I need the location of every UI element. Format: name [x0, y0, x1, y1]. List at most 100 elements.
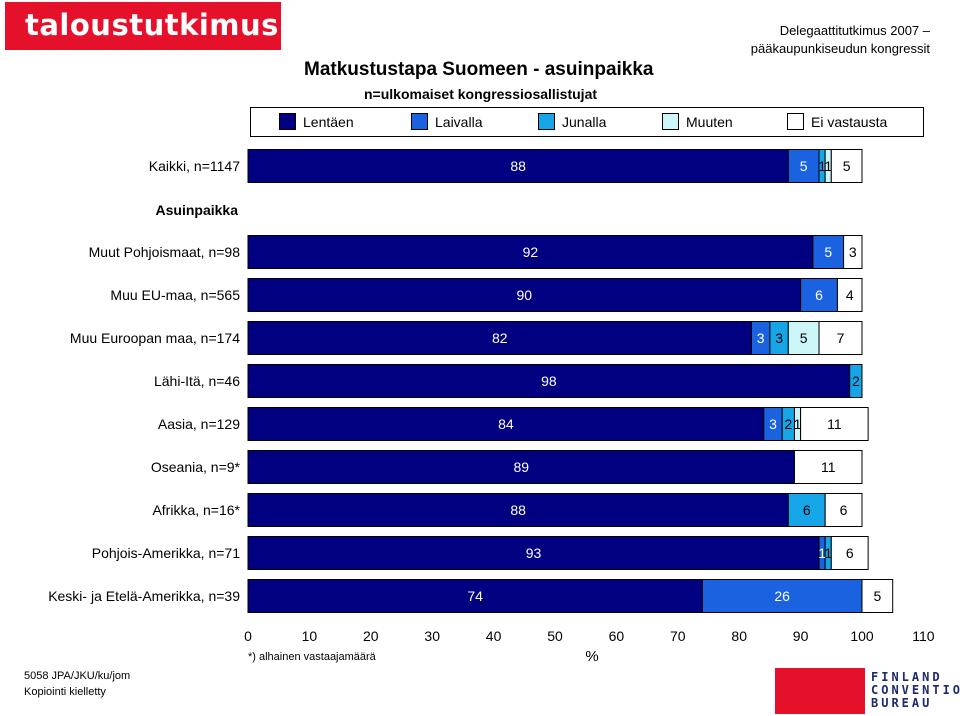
bar-segment-lent-en [247, 149, 789, 183]
value-label: 3 [757, 330, 765, 346]
value-label: 5 [800, 330, 808, 346]
bar-segment-ei-vastausta [830, 536, 869, 570]
value-label: 88 [510, 158, 526, 174]
logo-text: taloustutkimus oy [25, 8, 279, 76]
value-label: 2 [784, 416, 792, 432]
legend-swatch [411, 113, 428, 130]
footer-code: 5058 JPA/JKU/ku/jom [24, 670, 131, 682]
value-label: 6 [815, 287, 823, 303]
legend-swatch [787, 113, 804, 130]
row-label: Aasia, n=129 [158, 416, 240, 432]
footer-info: 5058 JPA/JKU/ku/jom Kopiointi kielletty [24, 668, 130, 700]
x-axis-label: % [585, 648, 598, 665]
value-label: 90 [517, 287, 533, 303]
legend-label: Laivalla [435, 113, 483, 130]
fcb-line-3: BUREAU [871, 696, 933, 710]
bar-segment-ei-vastausta [800, 407, 869, 441]
value-label: 1 [794, 416, 802, 432]
legend-label: Muuten [686, 113, 733, 130]
value-label: 5 [800, 158, 808, 174]
row-label: Afrikka, n=16* [152, 502, 240, 518]
chart-title: Matkustustapa Suomeen - asuinpaikka [304, 59, 654, 80]
row-label: Muu Euroopan maa, n=174 [70, 330, 240, 346]
value-label: 84 [498, 416, 514, 432]
bar-segment-lent-en [247, 278, 802, 312]
bar-segment-lent-en [247, 579, 703, 613]
x-tick-label: 100 [850, 628, 874, 644]
legend-swatch [662, 113, 679, 130]
value-label: 5 [824, 244, 832, 260]
footnote: *) alhainen vastaajamäärä [248, 651, 377, 663]
legend-item-lentaen: Lentäen [279, 113, 354, 130]
bar-segment-junalla [849, 364, 863, 398]
legend-item-ei-vastausta: Ei vastausta [787, 113, 887, 130]
footer-copyright: Kopiointi kielletty [24, 686, 106, 698]
x-tick-label: 30 [424, 628, 440, 644]
bar-segment-lent-en [247, 493, 789, 527]
survey-line-1: Delegaattitutkimus 2007 – [779, 23, 930, 38]
legend-item-muuten: Muuten [662, 113, 733, 130]
value-label: 82 [492, 330, 508, 346]
legend-item-junalla: Junalla [538, 113, 606, 130]
value-label: 3 [849, 244, 857, 260]
value-label: 4 [846, 287, 854, 303]
bar-segment-lent-en [247, 536, 820, 570]
row-label: Pohjois-Amerikka, n=71 [92, 545, 240, 561]
value-label: 1 [818, 158, 826, 174]
x-tick-label: 110 [912, 628, 935, 644]
row-label: Kaikki, n=1147 [149, 158, 240, 174]
x-tick-label: 20 [363, 628, 379, 644]
legend-swatch [538, 113, 555, 130]
bar-segment-lent-en [247, 364, 851, 398]
survey-info: Delegaattitutkimus 2007 – pääkaupunkiseu… [751, 22, 930, 58]
chart-subtitle: n=ulkomaiset kongressiosallistujat [364, 86, 598, 102]
value-label: 98 [541, 373, 557, 389]
bar-segment-ei-vastausta [824, 493, 863, 527]
value-label: 6 [846, 545, 854, 561]
group-label: Asuinpaikka [156, 202, 239, 218]
x-tick-label: 0 [244, 628, 252, 644]
fcb-text: FINLAND CONVENTION BUREAU [871, 671, 960, 710]
bar-segment-lent-en [247, 450, 795, 484]
value-label: 7 [837, 330, 845, 346]
value-label: 1 [818, 545, 826, 561]
value-label: 6 [803, 502, 811, 518]
fcb-line-2: CONVENTION [871, 683, 960, 697]
row-label: Oseania, n=9* [151, 459, 241, 475]
legend-swatch [279, 113, 296, 130]
bar-segment-ei-vastausta [793, 450, 863, 484]
x-tick-label: 90 [793, 628, 809, 644]
value-label: 93 [526, 545, 542, 561]
row-labels-layer: Kaikki, n=1147 Muut Pohjoismaat, n=98 Muu … [48, 158, 240, 604]
value-label: 74 [467, 588, 483, 604]
chart-legend: Lentäen Laivalla Junalla Muuten Ei vasta… [250, 107, 924, 137]
row-label: Keski- ja Etelä-Amerikka, n=39 [48, 588, 240, 604]
value-label: 5 [873, 588, 881, 604]
value-label: 11 [821, 459, 836, 475]
value-label: 3 [775, 330, 783, 346]
finland-convention-bureau-logo: FINLAND CONVENTION BUREAU [775, 668, 960, 714]
bars-layer [247, 149, 894, 613]
bar-segment-laivalla [787, 149, 820, 183]
value-label: 92 [523, 244, 539, 260]
legend-label: Junalla [562, 113, 607, 130]
legend-item-laivalla: Laivalla [411, 113, 482, 130]
taloustutkimus-logo: taloustutkimus oy [5, 2, 281, 76]
value-label: 5 [843, 158, 851, 174]
value-label: 1 [824, 158, 832, 174]
x-tick-label: 70 [670, 628, 686, 644]
value-label: 89 [513, 459, 529, 475]
row-label: Muut Pohjoismaat, n=98 [89, 244, 241, 260]
fcb-red-block [775, 668, 865, 714]
legend-label: Lentäen [303, 113, 354, 130]
x-axis-layer: 0 10 20 30 40 50 60 70 80 90 100 110 [244, 628, 935, 644]
bar-segment-muuten [787, 321, 820, 355]
value-label: 26 [774, 588, 790, 604]
bar-segment-laivalla [812, 235, 845, 269]
bar-segment-ei-vastausta [818, 321, 863, 355]
x-tick-label: 80 [731, 628, 747, 644]
row-label: Muu EU-maa, n=565 [110, 287, 240, 303]
x-tick-label: 50 [547, 628, 563, 644]
